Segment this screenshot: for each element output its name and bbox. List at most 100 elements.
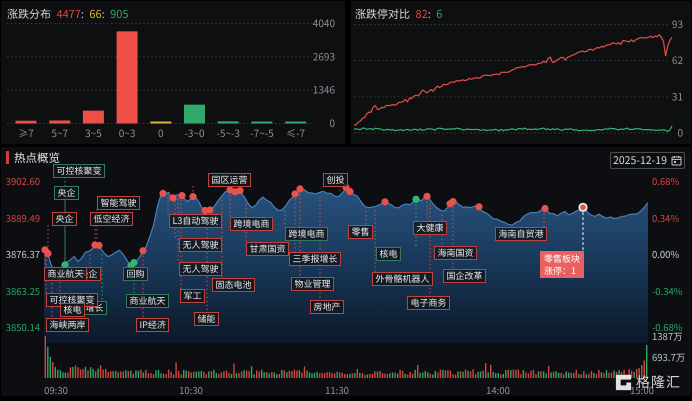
volume-bar	[361, 373, 364, 378]
sector-tag[interactable]: 央企	[54, 186, 80, 200]
volume-bar	[555, 371, 557, 378]
sector-tag[interactable]: 核电	[376, 247, 402, 261]
volume-bar	[115, 370, 117, 378]
volume-bar	[230, 374, 233, 378]
volume-bar	[560, 372, 562, 378]
sector-tag[interactable]: 智能驾驶	[97, 196, 141, 210]
sector-tag[interactable]: 电子商务	[407, 296, 451, 310]
volume-bar	[366, 374, 369, 378]
volume-bar	[54, 367, 56, 378]
sector-tag[interactable]: 商业航天	[126, 294, 170, 308]
volume-bar	[180, 374, 182, 378]
sector-tag[interactable]: 物业管理	[291, 277, 335, 291]
sector-tag[interactable]: 储能	[194, 312, 220, 326]
volume-bar	[593, 372, 595, 378]
distribution-title: 涨跌分布	[7, 6, 51, 22]
sector-tag[interactable]: 跨境电商	[230, 217, 274, 231]
event-dot	[61, 261, 69, 269]
volume-bar	[374, 371, 376, 378]
volume-bar	[177, 370, 180, 378]
sector-tag[interactable]: 三季报增长	[289, 252, 342, 266]
sector-tag[interactable]: 固态电池	[212, 278, 256, 292]
sector-tag[interactable]: 无人驾驶	[179, 262, 223, 276]
time-axis-label: 09:30	[44, 383, 68, 397]
event-dot	[236, 186, 244, 195]
volume-bar	[472, 369, 474, 378]
sector-tag[interactable]: 海峡两岸	[46, 318, 90, 332]
volume-bar	[452, 374, 454, 378]
volume-bar	[79, 369, 82, 378]
volume-bar	[386, 374, 389, 378]
volume-bar	[152, 374, 155, 378]
volume-bar	[291, 371, 293, 378]
sector-tag[interactable]: L3自动驾驶	[169, 214, 222, 228]
volume-bar	[288, 370, 291, 378]
volume-bar	[419, 373, 421, 378]
sector-tag[interactable]: 核电	[60, 303, 86, 317]
sector-tag[interactable]: 商业航天	[44, 267, 88, 281]
volume-bar	[618, 370, 620, 378]
volume-bar	[595, 374, 598, 378]
volume-bar	[316, 371, 318, 378]
sector-tag[interactable]: 跨境电商	[285, 227, 329, 241]
time-axis-label: 15:00	[630, 383, 654, 397]
volume-bar	[268, 373, 270, 378]
volume-bar	[401, 370, 404, 378]
sector-tag[interactable]: 甘肃国资	[246, 242, 290, 256]
sector-tag[interactable]: 央企	[52, 212, 78, 226]
y-axis-label: 0	[677, 125, 683, 140]
volume-bar	[432, 374, 434, 378]
volume-bar	[444, 370, 447, 378]
volume-bar	[568, 372, 570, 378]
sector-tag[interactable]: 外骨骼机器人	[372, 272, 434, 286]
volume-bar	[278, 374, 280, 378]
sector-tag[interactable]: 国企改革	[443, 269, 487, 283]
volume-bar	[479, 371, 482, 378]
x-axis-label: 5~7	[51, 125, 68, 140]
price-axis-label: 3876.37	[5, 247, 40, 261]
volume-bar	[183, 370, 185, 378]
volume-bar	[439, 369, 442, 378]
sector-tag[interactable]: 无人驾驶	[179, 238, 223, 252]
sector-tag[interactable]: 房地产	[310, 300, 345, 314]
volume-bar	[313, 372, 316, 378]
volume-bar	[351, 373, 353, 378]
volume-bar	[495, 373, 497, 378]
volume-bar	[258, 371, 260, 378]
sector-tag[interactable]: 可控核聚变	[53, 164, 106, 178]
volume-bar	[578, 374, 580, 378]
sector-tag[interactable]: 园区运营	[208, 173, 252, 187]
volume-bar	[94, 371, 97, 378]
limit-up-count: 82	[415, 6, 428, 22]
title-accent-bar	[6, 151, 9, 164]
volume-bar	[633, 371, 635, 378]
bar--7~-5	[251, 121, 273, 124]
bar-3~5	[82, 110, 104, 124]
limit-compare-line-chart: 0 31 62 93	[353, 16, 684, 140]
volume-bar	[140, 369, 142, 378]
hotspot-header: 热点概览	[1, 147, 691, 171]
volume-bar	[99, 365, 102, 378]
volume-axis-label: 693.7万	[652, 350, 686, 364]
hotspot-title: 热点概览	[14, 150, 60, 166]
sector-tag[interactable]: 低空经济	[90, 212, 134, 226]
sector-tag[interactable]: 大健康	[413, 221, 448, 235]
y-axis-label: 62	[672, 52, 684, 67]
volume-bar	[225, 370, 228, 378]
bar-≥7	[15, 120, 37, 124]
distribution-bar-chart: 0 1346 2693 4040 ≥7 5~7 3~5 0~3 0 -3~0 -5~-3 -7~-5 ≤…	[7, 15, 335, 140]
date-picker[interactable]: 2025-12-19	[610, 152, 685, 169]
sector-event-tooltip: 零售板块 涨停：1	[540, 251, 585, 278]
volume-bar	[293, 369, 296, 378]
bar-0~3	[116, 31, 138, 124]
sector-tag[interactable]: 军工	[180, 289, 206, 303]
volume-bar	[49, 356, 51, 378]
sector-tag[interactable]: 创投	[323, 173, 349, 187]
sector-tag[interactable]: 海南自贸港	[495, 227, 548, 241]
volume-bar	[530, 370, 532, 378]
sector-tag[interactable]: 零售	[348, 225, 374, 239]
sector-tag[interactable]: IP经济	[136, 318, 170, 332]
sector-tag[interactable]: 海南国资	[434, 246, 478, 260]
sector-tag[interactable]: 回购	[123, 267, 149, 281]
